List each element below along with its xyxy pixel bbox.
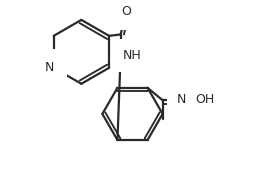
Text: NH: NH — [123, 49, 142, 62]
Text: O: O — [121, 5, 131, 18]
Text: N: N — [177, 93, 186, 106]
Text: N: N — [45, 61, 54, 74]
Text: OH: OH — [196, 93, 215, 106]
